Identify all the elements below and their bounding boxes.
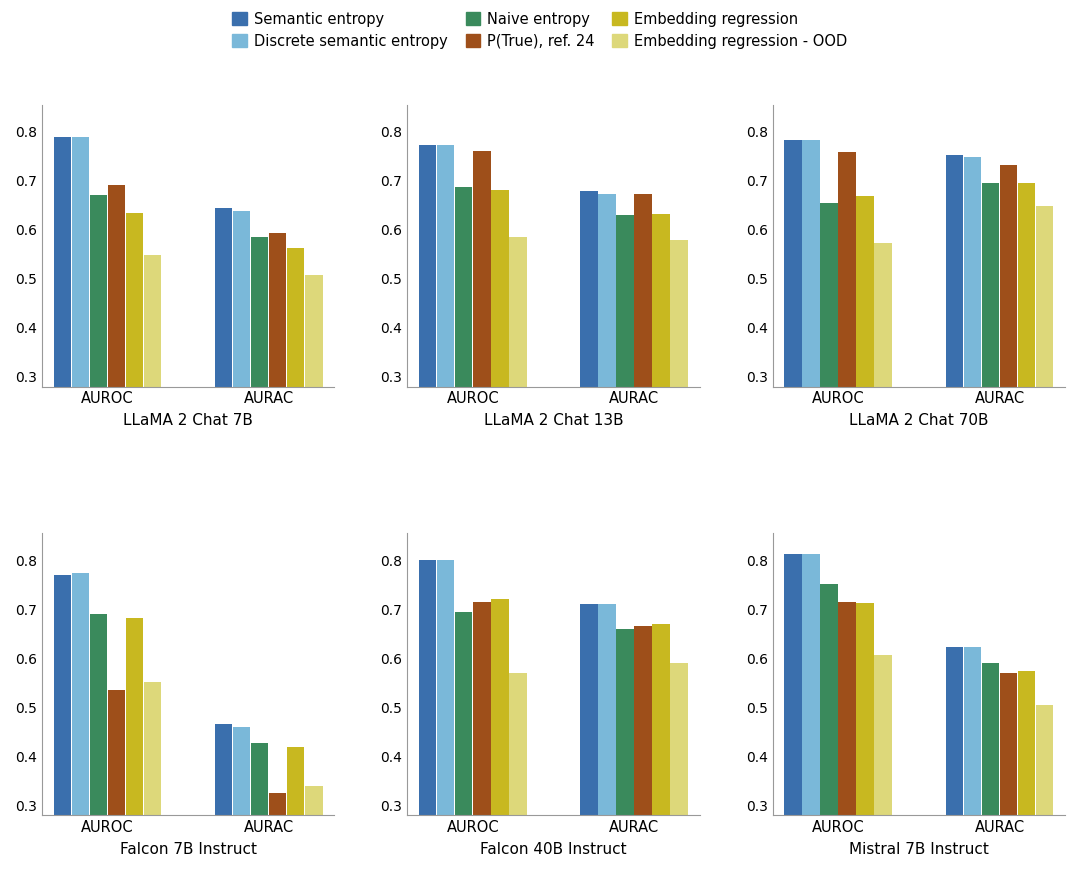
Bar	[215, 208, 232, 524]
Bar	[875, 243, 892, 524]
Bar	[437, 145, 455, 524]
Bar	[233, 727, 251, 872]
X-axis label: Falcon 7B Instruct: Falcon 7B Instruct	[120, 842, 257, 857]
Bar	[617, 629, 634, 872]
Bar	[598, 604, 616, 872]
Bar	[251, 743, 269, 872]
Bar	[491, 190, 509, 524]
Bar	[634, 194, 652, 524]
Bar	[419, 560, 436, 872]
Bar	[125, 618, 144, 872]
Bar	[580, 604, 597, 872]
Bar	[838, 602, 856, 872]
Bar	[108, 185, 125, 524]
Bar	[1017, 183, 1036, 524]
Bar	[856, 603, 874, 872]
Bar	[509, 237, 527, 524]
Bar	[287, 746, 305, 872]
Bar	[963, 157, 982, 524]
Bar	[233, 211, 251, 524]
Bar	[54, 137, 71, 524]
Bar	[305, 786, 323, 872]
Bar	[802, 555, 820, 872]
Bar	[598, 194, 616, 524]
Bar	[437, 560, 455, 872]
Bar	[821, 202, 838, 524]
Bar	[125, 213, 144, 524]
Bar	[1000, 673, 1017, 872]
Bar	[305, 276, 323, 524]
Bar	[71, 574, 89, 872]
Bar	[652, 214, 670, 524]
Bar	[1036, 705, 1053, 872]
Bar	[215, 725, 232, 872]
Bar	[269, 233, 286, 524]
Bar	[71, 137, 89, 524]
Bar	[54, 575, 71, 872]
Bar	[838, 153, 856, 524]
Bar	[509, 673, 527, 872]
Legend: Semantic entropy, Discrete semantic entropy, Naive entropy, P(True), ref. 24, Em: Semantic entropy, Discrete semantic entr…	[228, 7, 852, 53]
Bar	[946, 647, 963, 872]
Bar	[784, 555, 801, 872]
Bar	[455, 611, 472, 872]
Bar	[1036, 206, 1053, 524]
Bar	[473, 151, 490, 524]
Bar	[671, 664, 688, 872]
Bar	[856, 196, 874, 524]
Bar	[269, 794, 286, 872]
Bar	[802, 140, 820, 524]
Bar	[617, 215, 634, 524]
Bar	[90, 614, 107, 872]
X-axis label: LLaMA 2 Chat 7B: LLaMA 2 Chat 7B	[123, 413, 253, 428]
X-axis label: Mistral 7B Instruct: Mistral 7B Instruct	[849, 842, 989, 857]
Bar	[108, 690, 125, 872]
Bar	[982, 182, 999, 524]
Bar	[491, 599, 509, 872]
Bar	[144, 682, 161, 872]
Bar	[634, 626, 652, 872]
Bar	[455, 187, 472, 524]
Bar	[1017, 671, 1036, 872]
Bar	[946, 155, 963, 524]
Bar	[419, 145, 436, 524]
Bar	[821, 583, 838, 872]
Bar	[580, 192, 597, 524]
X-axis label: Falcon 40B Instruct: Falcon 40B Instruct	[481, 842, 626, 857]
Bar	[251, 237, 269, 524]
Bar	[671, 241, 688, 524]
Bar	[473, 602, 490, 872]
Bar	[1000, 165, 1017, 524]
Bar	[90, 195, 107, 524]
Bar	[652, 624, 670, 872]
Bar	[963, 648, 982, 872]
X-axis label: LLaMA 2 Chat 13B: LLaMA 2 Chat 13B	[484, 413, 623, 428]
X-axis label: LLaMA 2 Chat 70B: LLaMA 2 Chat 70B	[849, 413, 988, 428]
Bar	[982, 664, 999, 872]
Bar	[287, 249, 305, 524]
Bar	[144, 255, 161, 524]
Bar	[784, 140, 801, 524]
Bar	[875, 655, 892, 872]
